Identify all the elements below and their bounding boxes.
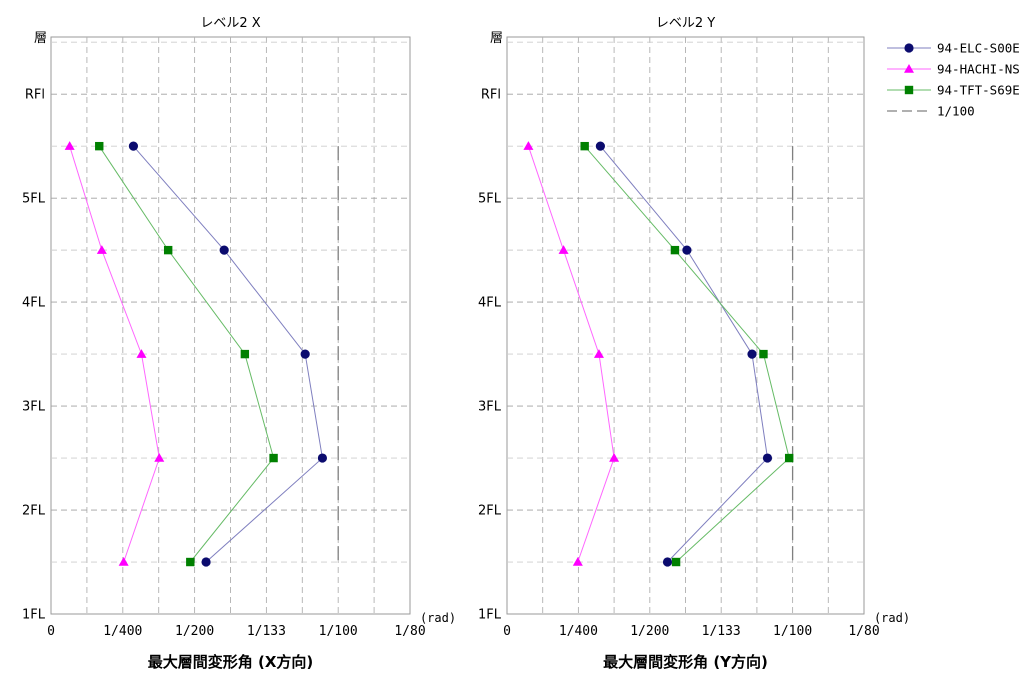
- data-point-94-elc-s00e: [682, 245, 692, 255]
- data-point-94-hachi-ns: [609, 453, 620, 462]
- legend-marker: [904, 85, 914, 95]
- x-tick-label: 0: [47, 624, 55, 639]
- legend: 94-ELC-S00E 94-HACHI-NS 94-TFT-S69E 1/100: [887, 41, 1020, 119]
- x-tick-label: 1/100: [773, 624, 812, 639]
- data-point-94-elc-s00e: [300, 349, 310, 359]
- chart-title: レベル2 Y: [656, 16, 715, 31]
- legend-label: 94-ELC-S00E: [937, 41, 1020, 56]
- legend-marker: [904, 43, 914, 53]
- legend-label: 94-HACHI-NS: [937, 62, 1020, 77]
- data-point-94-hachi-ns: [558, 245, 569, 254]
- data-point-94-elc-s00e: [201, 557, 211, 567]
- data-point-94-tft-s69e: [580, 141, 589, 151]
- x-tick-label: 1/100: [319, 624, 358, 639]
- y-tick-label: 5FL: [478, 192, 502, 207]
- data-point-94-hachi-ns: [96, 245, 107, 254]
- data-point-94-elc-s00e: [747, 349, 757, 359]
- data-point-94-tft-s69e: [784, 453, 794, 463]
- data-point-94-hachi-ns: [523, 141, 534, 150]
- legend-label: 1/100: [937, 104, 975, 119]
- data-point-94-tft-s69e: [670, 245, 680, 255]
- data-point-94-elc-s00e: [317, 453, 328, 463]
- legend-item: 1/100: [887, 104, 975, 119]
- y-axis-label: 層: [490, 31, 503, 46]
- legend-item: 94-ELC-S00E: [887, 41, 1020, 56]
- data-point-94-elc-s00e: [128, 141, 139, 151]
- data-point-94-tft-s69e: [759, 349, 768, 359]
- y-tick-label: RFl: [481, 88, 501, 103]
- x-tick-label: 1/133: [702, 624, 741, 639]
- data-point-94-elc-s00e: [595, 141, 605, 151]
- x-axis-unit: (rad): [420, 611, 456, 625]
- x-tick-label: 1/400: [103, 624, 142, 639]
- chart-panel-1: 0 1/400 1/200 1/133 1/100 1/80 1FL 2FL 3FL 4FL 5FL…: [22, 16, 456, 671]
- data-point-94-tft-s69e: [240, 349, 250, 359]
- data-point-94-hachi-ns: [64, 141, 75, 150]
- data-point-94-elc-s00e: [762, 453, 773, 463]
- y-tick-label: 2FL: [478, 504, 502, 519]
- x-tick-label: 1/80: [394, 624, 425, 639]
- data-point-94-elc-s00e: [662, 557, 673, 567]
- data-point-94-elc-s00e: [219, 245, 229, 255]
- legend-item: 94-HACHI-NS: [887, 62, 1020, 77]
- y-tick-label: 2FL: [22, 504, 46, 519]
- y-tick-label: 4FL: [22, 296, 46, 311]
- x-tick-label: 1/400: [559, 624, 598, 639]
- data-point-94-tft-s69e: [671, 557, 681, 567]
- y-tick-label: 3FL: [22, 400, 46, 415]
- y-axis-label: 層: [34, 31, 47, 46]
- legend-marker: [904, 64, 914, 73]
- y-tick-label: RFl: [25, 88, 45, 103]
- y-tick-label: 1FL: [22, 608, 46, 623]
- y-tick-label: 5FL: [22, 192, 46, 207]
- x-tick-label: 1/133: [247, 624, 286, 639]
- x-axis-label: 最大層間変形角 (X方向): [148, 653, 314, 671]
- data-point-94-hachi-ns: [118, 557, 129, 566]
- y-tick-label: 1FL: [478, 608, 502, 623]
- x-tick-label: 1/200: [630, 624, 669, 639]
- chart-panel-2: 0 1/400 1/200 1/133 1/100 1/80 1FL 2FL 3FL 4FL 5FL…: [478, 16, 910, 671]
- data-point-94-hachi-ns: [593, 349, 604, 358]
- y-tick-label: 4FL: [478, 296, 502, 311]
- x-tick-label: 1/200: [175, 624, 214, 639]
- x-tick-label: 0: [503, 624, 511, 639]
- legend-item: 94-TFT-S69E: [887, 83, 1020, 98]
- data-point-94-hachi-ns: [154, 453, 165, 462]
- chart-title: レベル2 X: [200, 16, 260, 31]
- data-point-94-tft-s69e: [186, 557, 195, 567]
- x-tick-label: 1/80: [848, 624, 879, 639]
- data-point-94-hachi-ns: [572, 557, 583, 566]
- data-point-94-tft-s69e: [163, 245, 173, 255]
- x-axis-label: 最大層間変形角 (Y方向): [603, 653, 768, 671]
- y-tick-label: 3FL: [478, 400, 502, 415]
- x-axis-unit: (rad): [874, 611, 910, 625]
- data-point-94-tft-s69e: [95, 141, 104, 151]
- data-point-94-tft-s69e: [269, 453, 278, 463]
- data-point-94-hachi-ns: [136, 349, 147, 358]
- legend-label: 94-TFT-S69E: [937, 83, 1020, 98]
